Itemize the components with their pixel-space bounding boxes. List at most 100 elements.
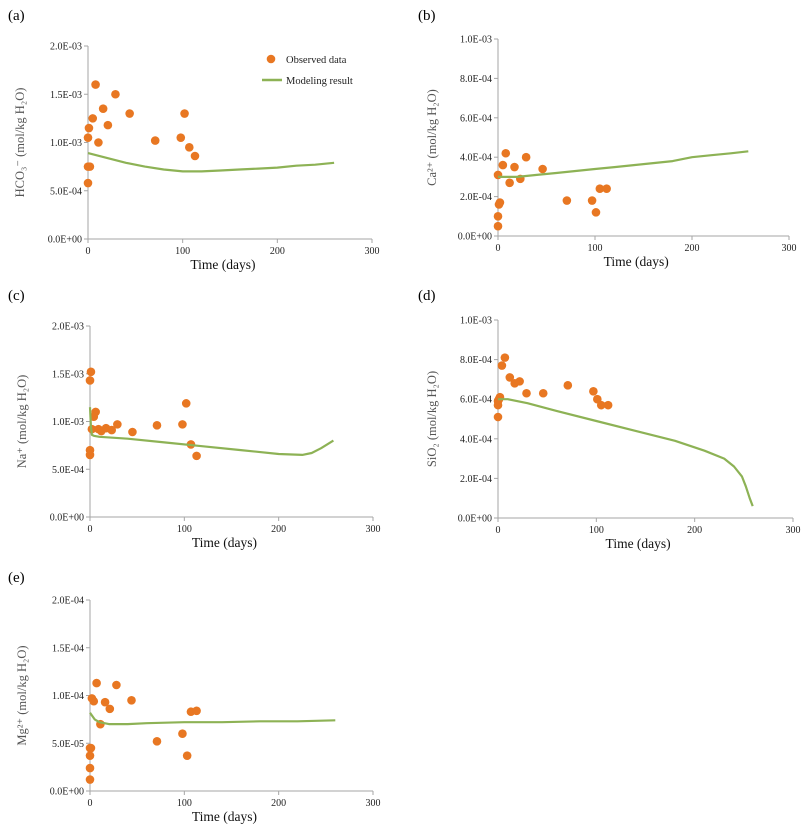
model-line [87, 152, 335, 173]
model-line [88, 407, 334, 456]
observed-point [493, 212, 503, 221]
panel-label: (d) [418, 288, 436, 304]
x-tick-label: 200 [687, 525, 702, 536]
observed-point [501, 148, 511, 158]
observed-point [88, 114, 98, 123]
observed-point [83, 178, 93, 188]
panel-label: (c) [8, 288, 25, 304]
observed-point [178, 420, 187, 429]
observed-point [498, 160, 508, 170]
y-tick-label: 0.0E+00 [48, 235, 82, 246]
y-axis-title: Ca²⁺ (mol/kg H₂O) [425, 89, 439, 186]
observed-point [91, 407, 100, 417]
observed-point [127, 695, 136, 705]
observed-point [112, 680, 121, 690]
y-tick-label: 1.0E-03 [460, 35, 492, 46]
chart-panel-1: (a) 0.0E+00 5.0E-04 1.0E-03 1.5E-03 2.0E-03 0 1… [8, 8, 380, 272]
observed-point [105, 704, 115, 714]
chart-panel-3: (c) 0.0E+00 5.0E-04 1.0E-03 1.5E-03 2.0E-03 0 1… [8, 288, 381, 550]
y-tick-label: 5.0E-04 [52, 465, 84, 476]
observed-point [587, 196, 597, 205]
observed-point [85, 751, 95, 760]
x-axis-title: Time (days) [606, 536, 671, 551]
observed-point [107, 425, 116, 435]
x-tick-label: 0 [86, 246, 91, 257]
observed-point [85, 376, 95, 385]
model-line [89, 712, 336, 726]
y-tick-label: 0.0E+00 [458, 232, 492, 243]
y-tick-label: 6.0E-04 [460, 395, 492, 406]
y-tick-label: 8.0E-04 [460, 74, 492, 85]
y-tick-label: 1.5E-04 [52, 643, 84, 654]
y-tick-label: 2.0E-03 [52, 322, 84, 333]
x-tick-label: 0 [496, 243, 501, 254]
y-tick-label: 0.0E+00 [50, 787, 84, 798]
y-tick-label: 2.0E-04 [460, 192, 492, 203]
y-tick-label: 1.0E-03 [52, 417, 84, 428]
observed-point [184, 143, 194, 152]
observed-point [493, 412, 503, 422]
x-tick-label: 300 [782, 243, 797, 254]
y-axis-title: Mg²⁺ (mol/kg H₂O) [15, 645, 29, 745]
observed-point [86, 367, 96, 377]
y-tick-label: 2.0E-03 [50, 42, 82, 53]
observed-point [591, 208, 601, 217]
observed-point [92, 678, 101, 688]
y-axis-title: HCO₃⁻ (mol/kg H₂O) [13, 88, 27, 198]
observed-point [595, 184, 605, 194]
observed-point [94, 138, 103, 147]
x-tick-label: 0 [496, 525, 501, 536]
observed-point [522, 388, 531, 398]
observed-point [85, 162, 95, 171]
observed-point [150, 136, 160, 145]
observed-point [128, 427, 137, 437]
chart-panel-4: (d) 0.0E+00 2.0E-04 4.0E-04 6.0E-04 8.0E-04 1.… [418, 288, 801, 551]
observed-point [178, 729, 187, 738]
chart-panel-2: (b) 0.0E+00 2.0E-04 4.0E-04 6.0E-04 8.0E-04 1.… [418, 8, 797, 269]
observed-point [85, 775, 95, 784]
observed-point [505, 178, 514, 188]
observed-point [84, 123, 94, 133]
model-line [498, 398, 754, 507]
y-axis-title: SiO₂ (mol/kg H₂O) [425, 371, 439, 467]
legend-model-label: Modeling result [286, 76, 353, 87]
panel-label: (e) [8, 570, 25, 586]
observed-point [192, 451, 201, 461]
observed-point [98, 104, 108, 114]
y-tick-label: 1.0E-03 [50, 138, 82, 149]
observed-point [192, 706, 201, 716]
x-tick-label: 100 [175, 246, 190, 257]
observed-point [176, 133, 186, 142]
observed-point [152, 737, 162, 746]
y-tick-label: 1.5E-03 [50, 90, 82, 101]
observed-point [111, 89, 120, 99]
y-tick-label: 0.0E+00 [458, 514, 492, 525]
panel-label: (b) [418, 8, 436, 24]
x-tick-label: 200 [270, 246, 285, 257]
x-tick-label: 200 [271, 524, 286, 535]
observed-point [182, 751, 192, 760]
observed-point [85, 763, 95, 773]
x-axis-title: Time (days) [192, 809, 257, 824]
x-tick-label: 100 [177, 798, 192, 809]
model-line [498, 150, 749, 178]
x-axis-title: Time (days) [190, 257, 255, 272]
chart-panel-5: (e) 0.0E+00 5.0E-05 1.0E-04 1.5E-04 2.0E-04 0 1… [8, 570, 381, 824]
y-tick-label: 5.0E-05 [52, 739, 84, 750]
observed-point [103, 120, 113, 130]
x-tick-label: 200 [271, 798, 286, 809]
observed-point [89, 696, 99, 706]
x-tick-label: 100 [588, 243, 603, 254]
y-tick-label: 2.0E-04 [52, 596, 84, 607]
y-tick-label: 1.0E-03 [460, 316, 492, 327]
y-tick-label: 6.0E-04 [460, 113, 492, 124]
y-tick-label: 8.0E-04 [460, 355, 492, 366]
x-axis-title: Time (days) [192, 535, 257, 550]
observed-point [563, 381, 573, 390]
x-tick-label: 0 [88, 524, 93, 535]
observed-point [603, 400, 613, 410]
y-tick-label: 4.0E-04 [460, 153, 492, 164]
observed-point [521, 152, 531, 162]
observed-point [538, 388, 548, 398]
